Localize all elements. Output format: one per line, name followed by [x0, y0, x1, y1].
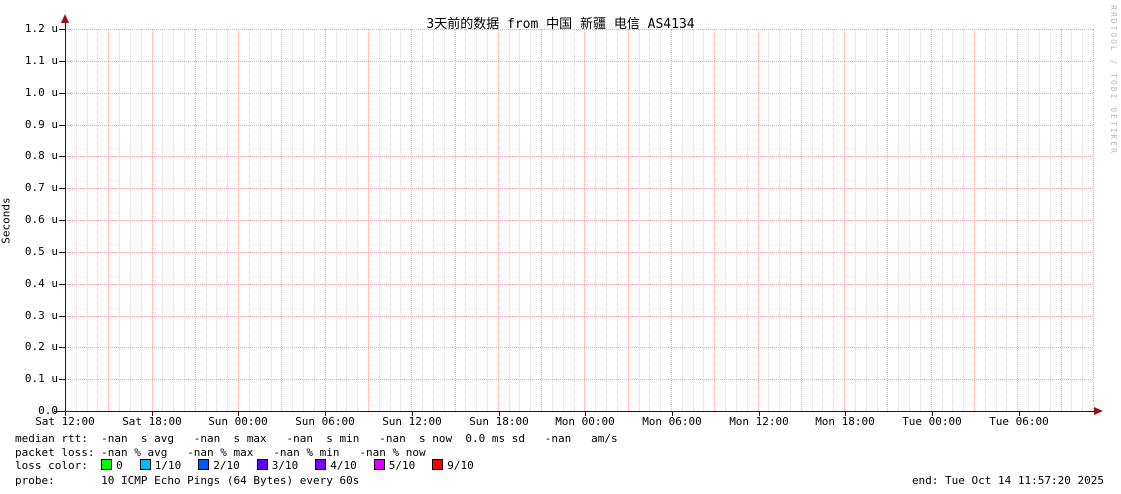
y-tick-mark [59, 316, 65, 317]
y-tick-label: 1.2 u [24, 22, 58, 35]
x-tick-label: Sat 18:00 [122, 415, 182, 428]
end-timestamp: end: Tue Oct 14 11:57:20 2025 [911, 474, 1104, 487]
gridline-horizontal [65, 284, 1093, 285]
loss-legend-item: 5/10 [373, 459, 416, 472]
x-tick-label: Tue 06:00 [989, 415, 1049, 428]
loss-color-swatch [101, 459, 113, 470]
x-tick-mark [759, 412, 760, 416]
loss-legend-item: 1/10 [139, 459, 182, 472]
y-tick-mark [59, 156, 65, 157]
loss-legend-label: 9/10 [447, 459, 474, 472]
x-tick-label: Sat 12:00 [35, 415, 95, 428]
loss-color-swatch [432, 459, 444, 470]
y-tick-label: 0.1 u [24, 372, 58, 385]
y-tick-label: 1.1 u [24, 54, 58, 67]
loss-legend-item: 9/10 [432, 459, 474, 472]
y-tick-mark [59, 411, 65, 412]
gridline-horizontal [65, 61, 1093, 62]
loss-legend-item: 0 [101, 459, 123, 472]
loss-color-swatch [198, 459, 210, 470]
loss-color-label: loss color: [15, 459, 102, 472]
gridline-horizontal [65, 156, 1093, 157]
rrdtool-watermark: RRDTOOL / TOBI OETIKER [1109, 5, 1118, 155]
packet-loss-stats: packet loss: -nan % avg -nan % max -nan … [15, 446, 426, 459]
x-tick-label: Mon 12:00 [729, 415, 789, 428]
x-tick-label: Tue 00:00 [902, 415, 962, 428]
x-tick-label: Mon 06:00 [642, 415, 702, 428]
loss-color-swatch [139, 459, 151, 470]
y-tick-label: 0.7 u [24, 181, 58, 194]
x-tick-label: Mon 00:00 [555, 415, 615, 428]
y-tick-label: 1.0 u [24, 86, 58, 99]
x-axis-arrow-icon [1094, 407, 1103, 415]
chart-title: 3天前的数据 from 中国 新疆 电信 AS4134 [426, 17, 695, 32]
loss-legend-label: 4/10 [330, 459, 357, 472]
x-tick-mark [325, 412, 326, 416]
gridline-horizontal [65, 252, 1093, 253]
x-tick-label: Sun 18:00 [469, 415, 529, 428]
y-tick-label: 0.2 u [24, 340, 58, 353]
x-tick-mark [238, 412, 239, 416]
x-tick-mark [932, 412, 933, 416]
median-rtt-stats: median rtt: -nan s avg -nan s max -nan s… [15, 432, 618, 445]
y-tick-mark [59, 29, 65, 30]
gridline-horizontal [65, 379, 1093, 380]
x-tick-mark [1019, 412, 1020, 416]
y-tick-mark [59, 93, 65, 94]
gridline-horizontal [65, 347, 1093, 348]
x-axis-line [54, 411, 1095, 412]
gridline-horizontal [65, 125, 1093, 126]
gridline-vertical-major [1093, 29, 1094, 411]
y-tick-label: 0.8 u [24, 149, 58, 162]
y-tick-label: 0.0 [38, 404, 58, 417]
loss-legend-label: 3/10 [271, 459, 299, 472]
loss-color-legend: loss color: 0 1/10 2/10 3/10 4/10 5/10 9/10 [15, 459, 491, 472]
y-tick-mark [59, 284, 65, 285]
loss-color-swatch [315, 459, 327, 470]
y-tick-mark [59, 379, 65, 380]
x-tick-mark [152, 412, 153, 416]
gridline-horizontal [65, 93, 1093, 94]
gridline-horizontal [65, 29, 1093, 30]
y-tick-label: 0.6 u [24, 213, 58, 226]
loss-legend-item: 2/10 [198, 459, 240, 472]
x-tick-mark [585, 412, 586, 416]
x-tick-mark [412, 412, 413, 416]
y-tick-label: 0.3 u [24, 309, 58, 322]
loss-color-swatch [256, 459, 268, 470]
x-tick-mark [845, 412, 846, 416]
y-tick-mark [59, 347, 65, 348]
y-tick-label: 0.5 u [24, 245, 58, 258]
loss-legend-label: 1/10 [154, 459, 182, 472]
loss-legend-item: 3/10 [256, 459, 299, 472]
y-axis-line [65, 20, 66, 412]
loss-legend-label: 5/10 [388, 459, 416, 472]
x-tick-mark [65, 412, 66, 416]
gridline-horizontal [65, 316, 1093, 317]
gridline-horizontal [65, 220, 1093, 221]
loss-legend-item: 4/10 [315, 459, 357, 472]
loss-legend-label: 2/10 [213, 459, 240, 472]
y-tick-mark [59, 188, 65, 189]
x-tick-mark [499, 412, 500, 416]
x-tick-label: Sun 06:00 [295, 415, 355, 428]
y-tick-mark [59, 61, 65, 62]
x-tick-mark [672, 412, 673, 416]
loss-color-swatch [373, 459, 385, 470]
plot-area [65, 29, 1094, 411]
y-tick-mark [59, 125, 65, 126]
y-tick-mark [59, 252, 65, 253]
loss-color-items: 0 1/10 2/10 3/10 4/10 5/10 9/10 [101, 459, 491, 472]
x-tick-label: Sun 00:00 [208, 415, 268, 428]
y-tick-label: 0.4 u [24, 277, 58, 290]
x-tick-label: Sun 12:00 [382, 415, 442, 428]
y-tick-mark [59, 220, 65, 221]
gridline-horizontal [65, 188, 1093, 189]
x-tick-label: Mon 18:00 [815, 415, 875, 428]
loss-legend-label: 0 [116, 459, 123, 472]
y-tick-label: 0.9 u [24, 118, 58, 131]
probe-info: probe: 10 ICMP Echo Pings (64 Bytes) eve… [15, 474, 360, 487]
y-axis-arrow-icon [61, 14, 69, 23]
